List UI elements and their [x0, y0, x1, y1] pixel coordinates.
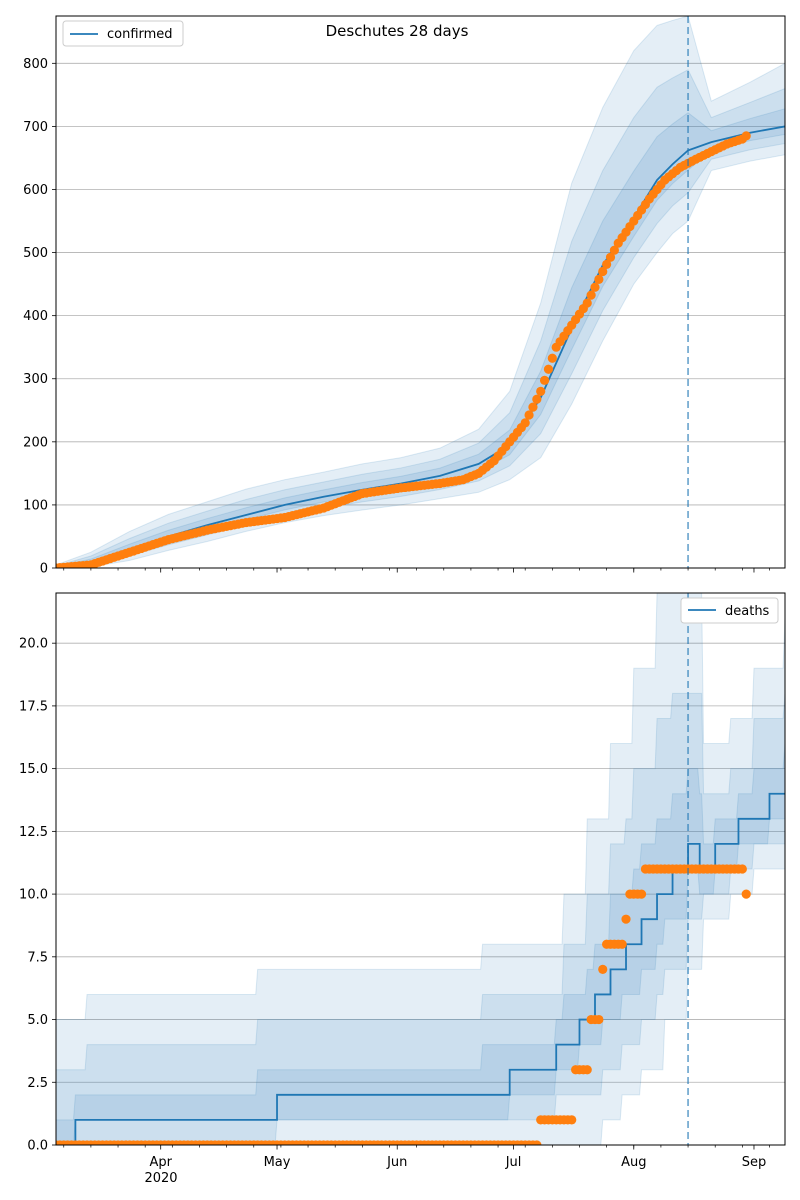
confirmed-ytick-label: 500: [23, 246, 48, 261]
deaths-legend-label: deaths: [725, 604, 770, 619]
confirmed-ytick-label: 200: [23, 435, 48, 450]
deaths-observed-point: [741, 889, 751, 899]
confirmed-legend: confirmed: [62, 20, 184, 47]
deaths-ytick-label: 17.5: [19, 699, 48, 714]
x-axis-month-label: May: [264, 1155, 291, 1170]
deaths-confidence-band-1: [56, 593, 785, 1145]
figure-title: Deschutes 28 days: [326, 22, 469, 40]
deaths-ytick-label: 10.0: [19, 888, 48, 903]
deaths-ytick-label: 15.0: [19, 762, 48, 777]
confirmed-ytick-label: 100: [23, 498, 48, 513]
confirmed-observed-point: [547, 353, 557, 363]
deaths-observed-point: [532, 1140, 542, 1145]
confirmed-observed-point: [590, 282, 600, 292]
confirmed-observed-point: [543, 364, 554, 374]
confirmed-ytick-label: 0: [40, 562, 48, 577]
confirmed-observed-point: [582, 298, 592, 308]
deaths-ytick-label: 20.0: [19, 637, 48, 652]
confirmed-confidence-band-1: [56, 16, 785, 568]
confirmed-axes-frame: [55, 15, 786, 569]
confirmed-observed-point: [741, 131, 751, 141]
confirmed-observed-point: [536, 386, 546, 396]
deaths-legend: deaths: [680, 597, 779, 624]
x-axis-month-label: Jul: [505, 1155, 522, 1170]
deaths-observed-point: [594, 1014, 604, 1025]
deaths-observed-point: [617, 939, 627, 949]
x-axis-month-label: Aug: [621, 1155, 646, 1170]
deaths-axes-frame: [55, 592, 786, 1146]
x-axis-year-label: 2020: [144, 1171, 177, 1186]
x-axis-month-label: Jun: [386, 1155, 407, 1170]
confirmed-legend-label: confirmed: [107, 27, 173, 42]
confirmed-observed-point: [605, 252, 616, 262]
confirmed-observed-point: [539, 375, 550, 385]
deaths-ytick-label: 7.5: [27, 950, 48, 965]
confirmed-observed-point: [598, 266, 608, 277]
deaths-observed-point: [567, 1115, 577, 1125]
confirmed-observed-point: [520, 418, 530, 428]
deaths-ytick-label: 2.5: [27, 1076, 48, 1091]
deaths-observed-point: [737, 864, 747, 874]
deaths-ytick-label: 0.0: [27, 1139, 48, 1154]
deaths-observed-point: [582, 1065, 592, 1075]
confirmed-observed-point: [602, 259, 612, 269]
deaths-confidence-band-2: [56, 692, 785, 1145]
confirmed-observed-point: [609, 245, 619, 255]
deaths-ytick-label: 5.0: [27, 1013, 48, 1028]
deaths-observed-point: [636, 889, 647, 899]
x-axis-month-label: Apr: [149, 1155, 172, 1170]
deaths-panel: 0.0 2.5 5.0 7.5 10.0 12.5 15.0 17.5 20.0 Apr May Ju…: [19, 592, 786, 1170]
deaths-ytick-label: 12.5: [19, 825, 48, 840]
confirmed-observed-point: [586, 290, 596, 300]
deaths-plot-area: [56, 593, 785, 1145]
confirmed-ytick-label: 300: [23, 372, 48, 387]
confirmed-observed-point: [532, 394, 542, 404]
confirmed-confidence-band-3: [56, 108, 785, 568]
confirmed-ytick-label: 800: [23, 57, 48, 72]
confirmed-observed-point: [528, 402, 538, 412]
confirmed-plot-area: [56, 16, 785, 568]
deaths-observed-point: [621, 914, 631, 924]
confirmed-ytick-label: 700: [23, 120, 48, 135]
deaths-observed-point: [598, 964, 608, 974]
confirmed-ytick-label: 600: [23, 183, 48, 198]
x-axis-month-label: Sep: [742, 1155, 767, 1170]
confirmed-panel: 0 100 200 300 400 500 600 700 800: [23, 15, 786, 577]
deaths-model-line: [56, 792, 785, 1145]
confirmed-observed-point: [524, 410, 534, 420]
confirmed-observed-point: [594, 274, 604, 284]
confirmed-ytick-label: 400: [23, 309, 48, 324]
